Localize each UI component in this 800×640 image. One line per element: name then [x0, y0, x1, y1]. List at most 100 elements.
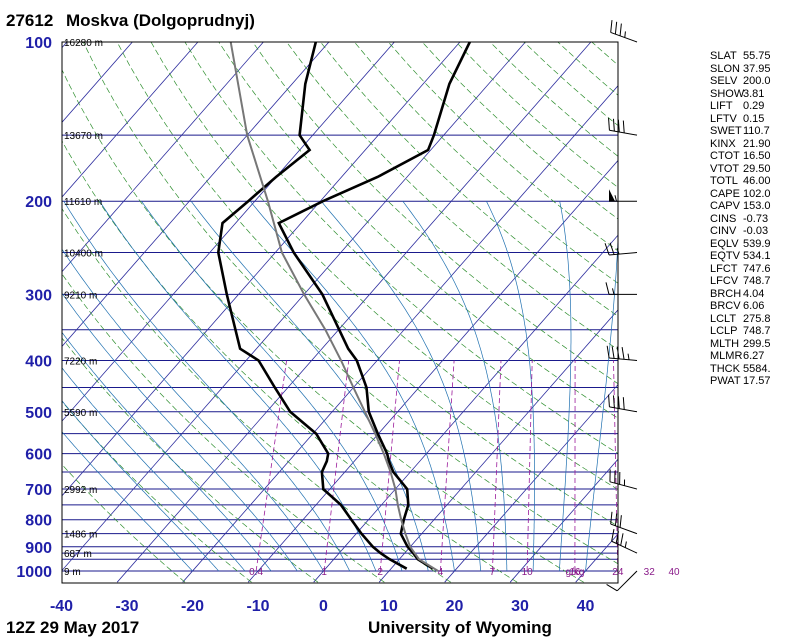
moist-adiabat-line	[486, 201, 535, 571]
parcel-profile	[229, 42, 439, 572]
height-label: 16280 m	[64, 38, 103, 49]
index-row: LFCV 748.7	[710, 275, 798, 288]
mixing-ratio-label: 16	[569, 567, 581, 578]
temperature-tick-label: 30	[511, 598, 529, 615]
wind-barb-half-flag	[612, 288, 615, 295]
index-row: MLMR 6.27	[710, 350, 798, 363]
wind-barb-flag	[617, 119, 620, 133]
mixing-ratio-label: 1	[321, 567, 327, 578]
index-key: EQLV	[710, 237, 739, 250]
wind-barb-flag	[608, 394, 610, 407]
index-row: KINX 21.90	[710, 138, 798, 151]
temperature-tick-label: 20	[446, 598, 464, 615]
wind-barb-flag	[604, 243, 610, 256]
moist-adiabat-line	[62, 367, 246, 572]
index-value: 16.50	[743, 150, 771, 162]
dry-adiabat-line	[184, 42, 618, 454]
index-key: KINX	[710, 137, 736, 150]
mixing-ratio-label: 10	[522, 567, 534, 578]
height-label: 2992 m	[64, 485, 97, 496]
index-row: SLON 37.95	[710, 63, 798, 76]
wind-barb-flag	[610, 511, 613, 525]
wind-barb	[609, 469, 638, 490]
index-key: LIFT	[710, 100, 733, 112]
index-value: 29.50	[743, 162, 771, 175]
index-row: EQLV 539.9	[710, 238, 798, 251]
index-key: LCLT	[710, 312, 737, 325]
index-value: 748.7	[743, 325, 771, 337]
wind-barb-flag	[622, 120, 625, 133]
temperature-tick-label: 10	[380, 598, 398, 615]
index-value: 55.75	[743, 50, 771, 62]
station-id: 27612	[6, 11, 53, 30]
moist-adiabat-line	[99, 201, 377, 572]
index-value: 0.29	[743, 100, 765, 112]
moist-adiabat-line	[62, 292, 298, 572]
wind-barb	[604, 242, 638, 256]
index-row: VTOT 29.50	[710, 163, 798, 176]
moist-adiabat-line	[402, 200, 508, 571]
isotherm-line	[313, 234, 618, 583]
index-row: MLTH 299.5	[710, 338, 798, 351]
wind-barb-half-flag	[627, 353, 630, 360]
index-key: EQTV	[710, 250, 740, 262]
index-row: LFCT 747.6	[710, 263, 798, 276]
index-key: SLON	[710, 62, 740, 75]
dry-adiabat-line	[62, 400, 252, 583]
index-key: THCK	[710, 362, 740, 375]
dry-adiabat-line	[218, 42, 618, 419]
dry-adiabat-line	[62, 273, 385, 583]
dry-adiabat-line	[62, 464, 186, 583]
wind-barbs	[604, 20, 638, 592]
mixing-ratio-line	[613, 360, 618, 572]
pressure-tick-label: 700	[25, 482, 52, 499]
index-key: SLAT	[710, 50, 737, 62]
mixing-ratio-label: 4	[438, 567, 444, 578]
mixing-ratio-line	[255, 360, 287, 572]
wind-barb-flag	[606, 345, 610, 359]
wind-barb-flag	[619, 23, 622, 36]
index-key: SWET	[710, 125, 742, 137]
isotherm-line	[62, 42, 133, 123]
temperature-tick-label: -30	[115, 598, 138, 615]
index-value: 200.0	[743, 75, 771, 87]
isotherm-line	[62, 42, 526, 572]
moist-adiabat-line	[558, 201, 572, 572]
wind-barb-flag	[620, 533, 624, 546]
wind-barb-staff	[609, 129, 638, 136]
index-row: TOTL 46.00	[710, 175, 798, 188]
height-label: 1486 m	[64, 530, 97, 541]
wind-barb-flag	[612, 395, 615, 408]
index-row: SHOW 3.81	[710, 88, 798, 101]
index-key: LFTV	[710, 112, 737, 125]
wind-barb	[610, 20, 638, 43]
index-value: 0.15	[743, 112, 765, 125]
mixing-ratio-line	[664, 361, 674, 572]
dry-adiabat-line	[62, 69, 584, 583]
pressure-tick-label: 900	[25, 540, 52, 557]
dry-adiabat-line	[252, 42, 618, 385]
index-value: 539.9	[743, 237, 771, 250]
dry-adiabat-line	[320, 42, 618, 317]
index-row: THCK 5584.	[710, 363, 798, 376]
index-value: 748.7	[743, 275, 771, 287]
index-row: CINV -0.03	[710, 225, 798, 238]
wind-barb-flag	[615, 531, 619, 544]
height-label: 7220 m	[64, 356, 97, 367]
index-key: LCLP	[710, 325, 738, 337]
sounding-profiles	[216, 42, 471, 572]
wind-barb-flag	[617, 396, 620, 409]
index-key: SELV	[710, 75, 738, 87]
pressure-tick-label: 300	[25, 287, 52, 304]
mixing-ratio-label: 24	[612, 567, 624, 578]
mixing-ratio-line	[642, 361, 650, 572]
dewpoint-profile	[216, 42, 408, 570]
wind-barb-flag	[614, 21, 618, 35]
pressure-tick-label: 600	[25, 447, 52, 464]
index-row: BRCH 4.04	[710, 288, 798, 301]
isotherm-line	[62, 42, 264, 273]
index-row: CTOT 16.50	[710, 150, 798, 163]
wind-barb-flag	[605, 282, 610, 295]
wind-barb-flag	[606, 584, 618, 592]
